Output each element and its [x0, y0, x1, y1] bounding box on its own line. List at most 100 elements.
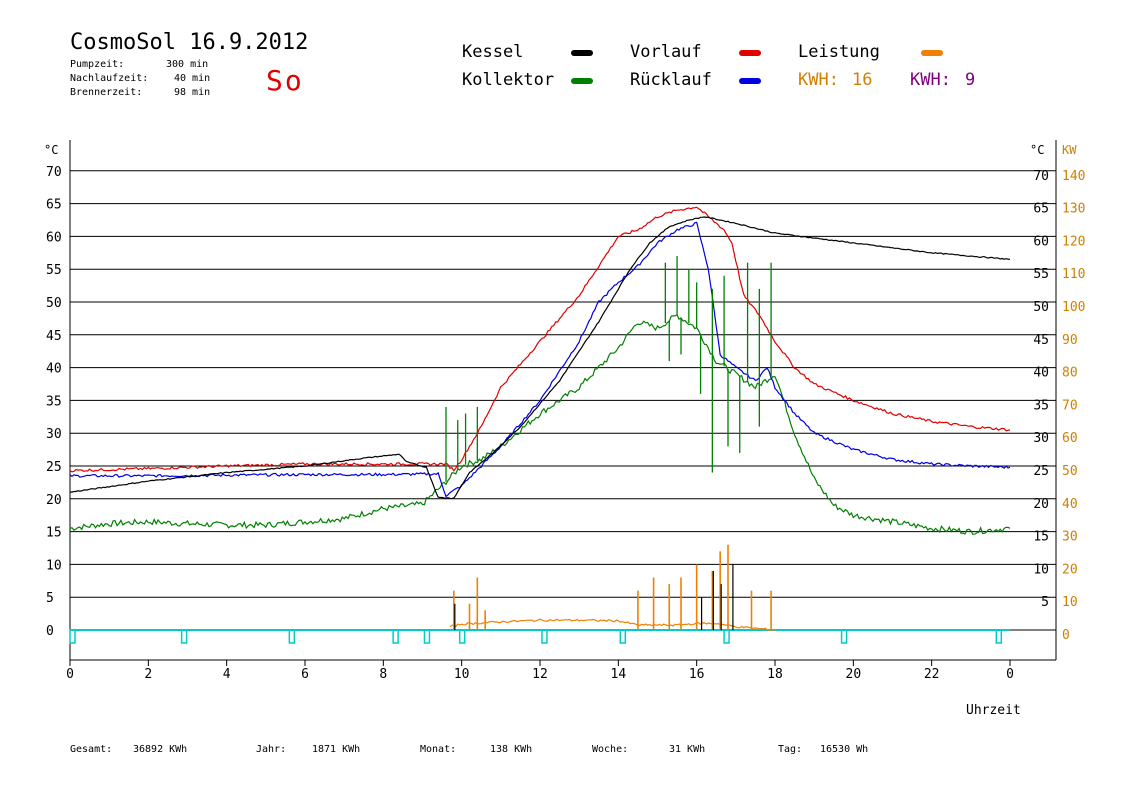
- series-layer: [69, 206, 1011, 631]
- y-right-tick-label: 10: [1033, 562, 1049, 577]
- y-right-tick-label: 15: [1033, 530, 1049, 545]
- y-kw-tick-label: 70: [1062, 398, 1078, 413]
- footer-stats: Gesamt: 36892 KWh Jahr: 1871 KWh Monat: …: [0, 744, 1148, 760]
- y-right-tick-label: 55: [1033, 267, 1049, 282]
- y-kw-tick-label: 140: [1062, 169, 1085, 184]
- y-left-tick-label: 5: [46, 591, 54, 606]
- y-kw-tick-label: 100: [1062, 300, 1085, 315]
- legend-swatch-vorlauf: [739, 50, 761, 56]
- y-kw-tick-label: 90: [1062, 333, 1078, 348]
- y-kw-tick-label: 20: [1062, 562, 1078, 577]
- y-kw-tick-label: 0: [1062, 628, 1070, 643]
- y-left-tick-label: 65: [46, 198, 62, 213]
- marker-layer: [69, 629, 1010, 644]
- kwh-label-1: KWH:: [798, 70, 839, 90]
- y-left-tick-label: 20: [46, 493, 62, 508]
- x-tick-label: 18: [767, 667, 783, 682]
- y-right-tick-label: 65: [1033, 202, 1049, 217]
- y-left-tick-label: 60: [46, 230, 62, 245]
- pump-marker: [392, 629, 399, 644]
- pump-marker: [541, 629, 548, 644]
- y-left-tick-label: 50: [46, 296, 62, 311]
- pump-marker: [995, 629, 1003, 644]
- x-tick-label: 0: [66, 667, 74, 682]
- y-left-tick-label: 45: [46, 329, 62, 344]
- legend-swatch-kessel: [571, 50, 593, 56]
- footer-value-gesamt: 36892 KWh: [133, 744, 188, 755]
- y-left-tick-label: 40: [46, 362, 62, 377]
- pump-marker: [458, 629, 466, 644]
- kwh-label-2: KWH:: [910, 70, 951, 90]
- info-label-pumpzeit: Pumpzeit:: [70, 59, 125, 70]
- footer-label-tag: Tag:: [778, 744, 803, 755]
- pump-marker: [723, 629, 730, 644]
- pump-marker: [69, 629, 76, 644]
- y-left-tick-label: 55: [46, 263, 62, 278]
- x-tick-label: 16: [689, 667, 705, 682]
- legend-swatch-leistung: [921, 50, 943, 56]
- x-tick-label: 10: [454, 667, 470, 682]
- y-kw-tick-label: 130: [1062, 202, 1085, 217]
- y-kw-tick-label: 50: [1062, 464, 1078, 479]
- y-right-tick-label: 45: [1033, 333, 1049, 348]
- y-right-tick-label: 60: [1033, 234, 1049, 249]
- legend-label-kessel: Kessel: [462, 42, 524, 62]
- series-line-ruecklauf: [69, 221, 1011, 498]
- y-right-tick-label: 40: [1033, 366, 1049, 381]
- series-line-leistung: [449, 618, 776, 631]
- y-right-tick-label: 20: [1033, 497, 1049, 512]
- kwh-value-1: 16: [852, 70, 873, 90]
- legend: Kessel Vorlauf Leistung Kollektor Rückla…: [0, 0, 1148, 100]
- y-right-tick-label: 35: [1033, 398, 1049, 413]
- legend-swatch-kollektor: [571, 78, 593, 84]
- pump-marker: [288, 629, 296, 644]
- y-right-tick-label: 70: [1033, 169, 1049, 184]
- y-left-tick-label: 30: [46, 427, 62, 442]
- y-kw-tick-label: 10: [1062, 595, 1078, 610]
- kwh-value-2: 9: [965, 70, 976, 90]
- y-kw-tick-label: 80: [1062, 366, 1078, 381]
- legend-label-vorlauf: Vorlauf: [630, 42, 702, 62]
- footer-value-tag: 16530 Wh: [820, 744, 869, 755]
- x-axis-label: Uhrzeit: [966, 703, 1021, 718]
- y-left-tick-label: 10: [46, 558, 62, 573]
- grid-layer: [69, 140, 1057, 666]
- footer-label-woche: Woche:: [592, 744, 629, 755]
- x-tick-label: 8: [379, 667, 387, 682]
- series-line-vorlauf: [69, 206, 1011, 473]
- footer-value-jahr: 1871 KWh: [312, 744, 361, 755]
- y-right-tick-label: 50: [1033, 300, 1049, 315]
- y-left-unit: °C: [44, 143, 58, 157]
- y-left-tick-label: 0: [46, 624, 54, 639]
- x-tick-label: 6: [301, 667, 309, 682]
- y-kw-tick-label: 110: [1062, 267, 1085, 282]
- x-tick-label: 12: [532, 667, 548, 682]
- legend-label-leistung: Leistung: [798, 42, 880, 62]
- pump-marker: [180, 629, 188, 644]
- y-right-unit: °C: [1030, 143, 1044, 157]
- y-left-tick-label: 70: [46, 165, 62, 180]
- series-line-kollektor: [69, 314, 1011, 535]
- legend-label-ruecklauf: Rücklauf: [630, 70, 712, 90]
- y-kw-tick-label: 120: [1062, 234, 1085, 249]
- footer-label-gesamt: Gesamt:: [70, 744, 113, 755]
- y-kw-tick-label: 60: [1062, 431, 1078, 446]
- x-tick-label: 4: [223, 667, 231, 682]
- footer-label-monat: Monat:: [420, 744, 457, 755]
- y-right-tick-label: 25: [1033, 464, 1049, 479]
- y-left-tick-label: 15: [46, 526, 62, 541]
- info-label-nachlaufzeit: Nachlaufzeit:: [70, 73, 149, 84]
- x-tick-label: 22: [924, 667, 940, 682]
- y-kw-tick-label: 40: [1062, 497, 1078, 512]
- y-right-tick-label: 30: [1033, 431, 1049, 446]
- x-tick-label: 0: [1006, 667, 1014, 682]
- legend-swatch-ruecklauf: [739, 78, 761, 84]
- pump-marker: [840, 629, 848, 644]
- footer-label-jahr: Jahr:: [256, 744, 287, 755]
- y-right-tick-label: 5: [1041, 595, 1049, 610]
- footer-value-monat: 138 KWh: [490, 744, 533, 755]
- y-kw-unit: KW: [1062, 143, 1077, 157]
- info-value-brennerzeit: 98 min: [174, 87, 211, 98]
